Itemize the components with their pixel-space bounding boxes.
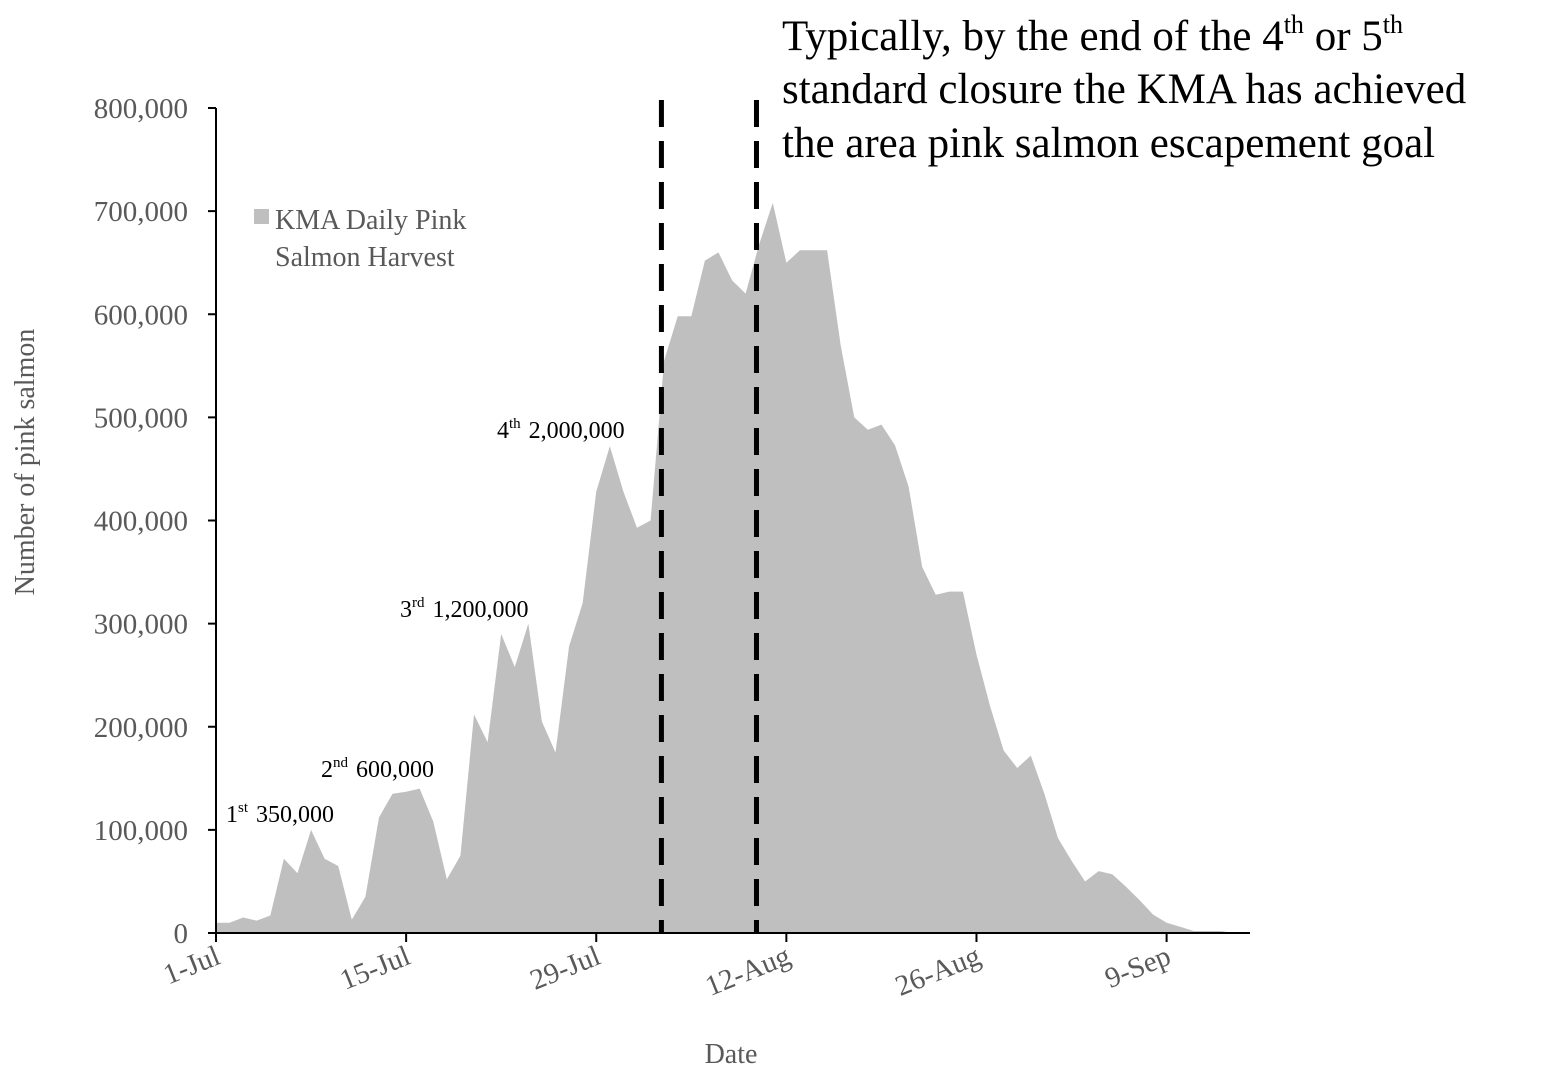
closure-amount: 1,200,000 <box>433 597 529 623</box>
closure-ordinal-suffix: st <box>238 800 249 816</box>
closure-annotations: 1st 350,000 2nd 600,000 3rd 1,200,000 4th 2,000… <box>226 416 625 828</box>
closure-ordinal-suffix: rd <box>412 595 425 611</box>
x-tick-labels: 1-Jul 15-Jul 29-Jul 12-Aug 26-Aug 9-Sep <box>159 933 1175 1003</box>
closure-amount: 600,000 <box>356 757 434 783</box>
x-tick-label: 29-Jul <box>526 940 605 997</box>
y-tick-label: 800,000 <box>94 93 188 125</box>
closure-ordinal-suffix: th <box>509 416 521 432</box>
note-line-1-part-a: Typically, by the end of the 4 <box>782 13 1284 60</box>
x-tick-label: 12-Aug <box>701 940 795 1003</box>
note-sup-1: th <box>1284 10 1304 39</box>
y-tick-label: 400,000 <box>94 506 188 538</box>
legend-label-line2: Salmon Harvest <box>275 242 455 273</box>
legend: KMA Daily Pink Salmon Harvest <box>254 205 466 273</box>
closure-ordinal: 1 <box>226 802 238 828</box>
y-tick-label: 200,000 <box>94 712 188 744</box>
x-tick-label: 9-Sep <box>1100 940 1175 995</box>
escapement-note: Typically, by the end of the 4th or 5th … <box>782 10 1466 167</box>
note-line-1-part-b: or 5 <box>1304 13 1383 60</box>
closure-ordinal-suffix: nd <box>333 755 349 771</box>
note-line-1: Typically, by the end of the 4th or 5th <box>782 10 1403 60</box>
area-series-1 <box>216 202 1235 933</box>
note-line-3: the area pink salmon escapement goal <box>782 120 1435 167</box>
closure-ordinal: 4 <box>497 418 509 444</box>
closure-annotation-4: 4th 2,000,000 <box>497 416 625 444</box>
closure-ordinal: 2 <box>321 757 333 783</box>
y-tick-label: 600,000 <box>94 299 188 331</box>
area-layer <box>216 202 1235 933</box>
x-axis-title: Date <box>705 1039 758 1069</box>
y-tick-label: 100,000 <box>94 815 188 847</box>
y-tick-label: 500,000 <box>94 402 188 434</box>
y-axis-title: Number of pink salmon <box>10 329 41 596</box>
legend-swatch <box>254 209 269 224</box>
legend-label-line1: KMA Daily Pink <box>275 205 466 236</box>
note-line-2: standard closure the KMA has achieved <box>782 66 1466 113</box>
closure-annotation-2: 2nd 600,000 <box>321 755 434 783</box>
note-sup-2: th <box>1383 10 1403 39</box>
closure-amount: 2,000,000 <box>529 418 625 444</box>
y-tick-label: 700,000 <box>94 196 188 228</box>
closure-markers <box>658 100 759 933</box>
y-tick-label: 0 <box>174 918 189 950</box>
closure-amount: 350,000 <box>256 802 334 828</box>
closure-ordinal: 3 <box>400 597 412 623</box>
y-tick-labels: 0 100,000 200,000 300,000 400,000 500,000 600,… <box>94 93 216 950</box>
x-tick-label: 26-Aug <box>891 940 985 1003</box>
x-tick-label: 15-Jul <box>336 940 415 997</box>
y-tick-label: 300,000 <box>94 609 188 641</box>
closure-annotation-3: 3rd 1,200,000 <box>400 595 529 623</box>
x-tick-label: 1-Jul <box>159 940 225 991</box>
closure-annotation-1: 1st 350,000 <box>226 800 334 828</box>
